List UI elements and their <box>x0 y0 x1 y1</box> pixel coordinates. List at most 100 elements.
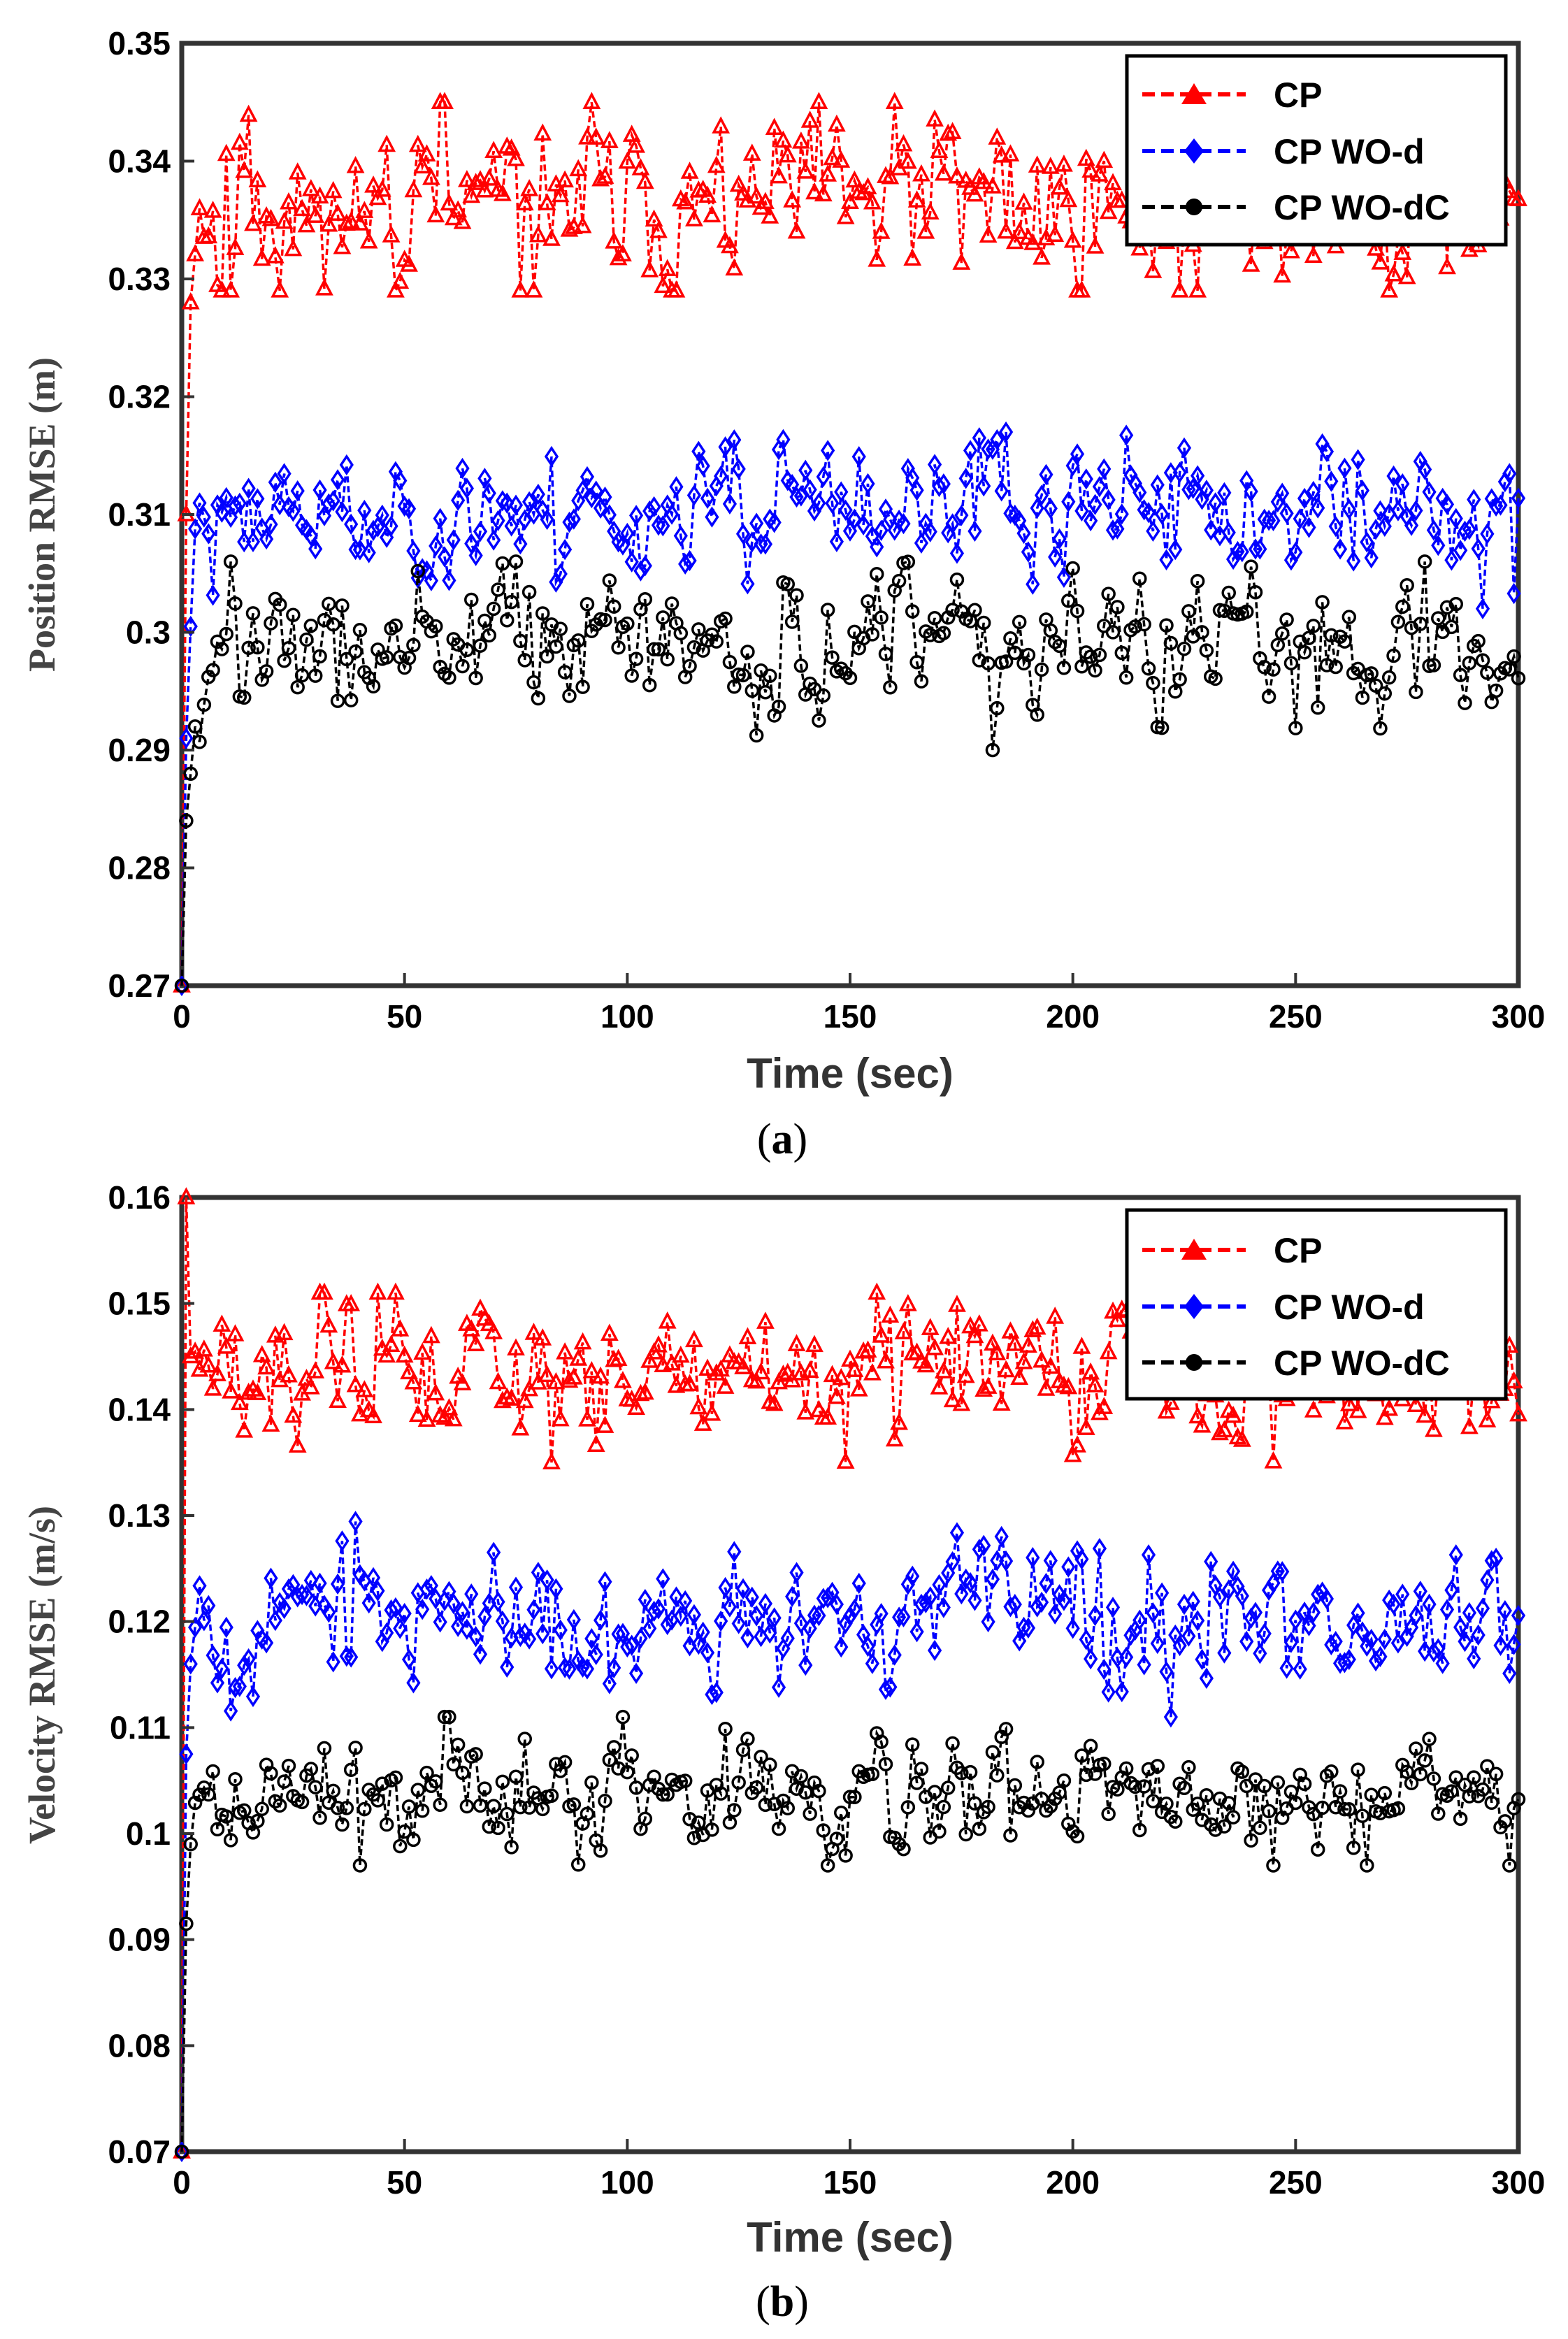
circle-marker-217 <box>1141 1762 1156 1777</box>
triangle-marker-193 <box>1033 1350 1051 1368</box>
circle-marker-28 <box>299 632 314 647</box>
triangle-marker-129 <box>747 1371 766 1389</box>
diamond-marker-105 <box>642 1618 657 1639</box>
triangle-marker-182 <box>984 1333 1002 1351</box>
circle-marker-176 <box>958 1827 973 1842</box>
diamond-marker-113 <box>678 553 693 575</box>
diamond-marker-253 <box>1302 517 1316 538</box>
triangle-marker-269 <box>1371 252 1390 270</box>
circle-marker-243 <box>1257 660 1272 675</box>
diamond-marker-187 <box>1007 1594 1022 1615</box>
circle-marker-175 <box>954 1766 969 1780</box>
diamond-marker-47 <box>384 515 398 537</box>
circle-marker-244 <box>1261 1804 1276 1819</box>
triangle-marker-155 <box>863 1363 882 1381</box>
triangle-marker-63 <box>453 1373 472 1390</box>
triangle-marker-87 <box>560 219 579 237</box>
circle-marker-238 <box>1235 1764 1250 1779</box>
circle-marker-91 <box>580 1806 595 1822</box>
circle-marker-67 <box>473 638 488 653</box>
triangle-marker-11 <box>222 1381 240 1399</box>
diamond-marker-299 <box>1506 582 1521 605</box>
diamond-marker-286 <box>1448 508 1463 529</box>
circle-marker-34 <box>326 617 340 632</box>
diamond-marker-157 <box>874 519 889 541</box>
triangle-marker-192 <box>1028 155 1046 173</box>
triangle-marker-7 <box>203 1379 222 1396</box>
x-axis-label: Time (sec) <box>747 1050 954 1097</box>
circle-marker-292 <box>1475 653 1490 668</box>
diamond-marker-65 <box>464 1583 479 1605</box>
circle-marker-36 <box>335 1817 350 1832</box>
diamond-marker-16 <box>245 1685 261 1708</box>
diamond-marker-153 <box>856 514 871 535</box>
circle-marker-174 <box>949 572 965 587</box>
triangle-marker-109 <box>658 259 677 277</box>
diamond-marker-26 <box>290 480 305 502</box>
circle-marker-77 <box>517 1732 532 1746</box>
triangle-marker-3 <box>186 244 205 261</box>
circle-marker-267 <box>1364 1787 1379 1802</box>
x-tick-label-250: 250 <box>1269 998 1323 1035</box>
circle-marker-74 <box>504 1840 519 1855</box>
diamond-marker-140 <box>798 1654 813 1676</box>
caption-close: ) <box>794 2278 809 2326</box>
diamond-marker-75 <box>508 1576 524 1598</box>
circle-marker-294 <box>1484 1795 1499 1811</box>
diamond-marker-105 <box>642 500 657 522</box>
triangle-marker-268 <box>1367 238 1385 256</box>
diamond-marker-293 <box>1480 1569 1495 1591</box>
diamond-marker-146 <box>825 492 840 514</box>
diamond-marker-230 <box>1199 480 1214 501</box>
triangle-marker-19 <box>257 1357 275 1375</box>
diamond-marker-177 <box>963 440 978 461</box>
diamond-marker-183 <box>990 1550 1005 1571</box>
diamond-marker-109 <box>660 1613 675 1636</box>
triangle-marker-120 <box>707 155 726 173</box>
circle-marker-109 <box>660 652 675 667</box>
circle-marker-158 <box>878 1757 893 1771</box>
diamond-marker-121 <box>714 1610 728 1632</box>
triangle-marker-32 <box>315 1282 333 1300</box>
triangle-marker-55 <box>417 1409 436 1427</box>
circle-marker-132 <box>763 1757 777 1772</box>
triangle-marker-111 <box>667 280 686 298</box>
circle-marker-3 <box>187 719 203 734</box>
diamond-marker-289 <box>1462 1602 1476 1624</box>
triangle-marker-12 <box>226 1324 245 1341</box>
triangle-marker-56 <box>422 1325 440 1344</box>
diamond-marker-129 <box>749 1605 764 1627</box>
triangle-marker-185 <box>997 221 1015 239</box>
diamond-marker-158 <box>878 1678 893 1700</box>
circle-marker-101 <box>624 668 639 683</box>
diamond-marker-93 <box>589 1643 603 1666</box>
diamond-marker-21 <box>268 471 282 494</box>
circle-marker-165 <box>909 654 924 670</box>
circle-marker-276 <box>1404 1776 1419 1790</box>
circle-marker-258 <box>1324 1764 1339 1779</box>
triangle-marker-128 <box>742 143 761 161</box>
diamond-marker-58 <box>433 1611 447 1633</box>
triangle-marker-200 <box>1063 1444 1082 1462</box>
triangle-marker-43 <box>364 1406 382 1423</box>
circle-marker-64 <box>459 1799 475 1814</box>
diamond-marker-248 <box>1279 503 1294 524</box>
diamond-marker-23 <box>277 1597 292 1620</box>
triangle-marker-154 <box>858 1340 877 1358</box>
triangle-marker-272 <box>1384 264 1403 282</box>
triangle-marker-262 <box>1339 1394 1358 1411</box>
diamond-marker-292 <box>1475 598 1490 619</box>
triangle-marker-146 <box>823 147 842 166</box>
diamond-marker-143 <box>812 1604 826 1627</box>
diamond-marker-135 <box>776 429 791 451</box>
triangle-marker-66 <box>466 1334 485 1351</box>
diamond-marker-151 <box>847 508 862 530</box>
circle-marker-279 <box>1417 554 1432 569</box>
circle-marker-236 <box>1225 1810 1241 1825</box>
triangle-marker-197 <box>1050 178 1069 195</box>
diamond-marker-168 <box>923 521 937 542</box>
circle-marker-60 <box>442 670 456 685</box>
circle-marker-221 <box>1159 618 1174 633</box>
triangle-marker-203 <box>1077 148 1095 166</box>
triangle-marker-228 <box>1188 1406 1207 1424</box>
